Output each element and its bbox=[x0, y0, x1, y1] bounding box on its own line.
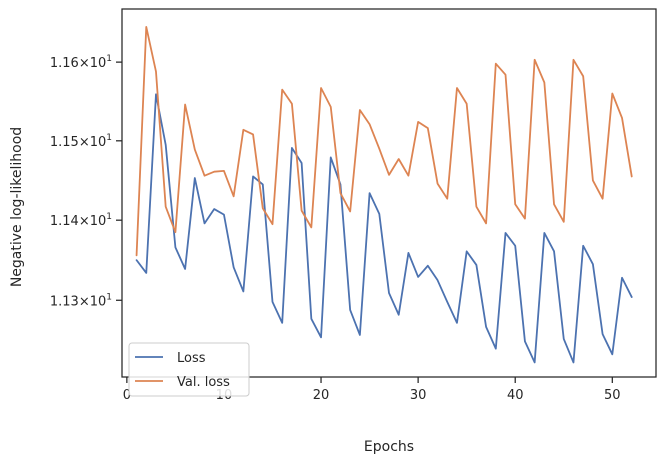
plot-area bbox=[122, 9, 656, 377]
x-tick-label: 50 bbox=[604, 388, 621, 403]
legend: Loss Val. loss bbox=[128, 342, 250, 397]
series-layer bbox=[135, 26, 633, 364]
x-axis-label: Epochs bbox=[364, 439, 414, 455]
x-tick-label: 30 bbox=[410, 388, 427, 403]
series-line-val-loss bbox=[135, 26, 633, 257]
y-axis-label: Negative log-likelihood bbox=[9, 127, 25, 287]
y-tick-label: 1.13×101 bbox=[50, 292, 112, 309]
y-tick-label: 1.16×101 bbox=[50, 54, 112, 71]
y-axis: 1.13×101 1.14×101 1.15×101 1.16×101 bbox=[50, 54, 122, 309]
x-tick-label: 0 bbox=[123, 388, 131, 403]
legend-label-loss: Loss bbox=[177, 351, 206, 366]
y-tick-label: 1.14×101 bbox=[50, 212, 112, 229]
plot-frame bbox=[121, 8, 657, 378]
y-tick-label: 1.15×101 bbox=[50, 133, 112, 150]
x-tick-label: 40 bbox=[507, 388, 524, 403]
legend-label-val-loss: Val. loss bbox=[177, 375, 230, 390]
series-line-loss bbox=[135, 93, 633, 364]
x-tick-label: 20 bbox=[313, 388, 330, 403]
x-axis: 01020304050 bbox=[123, 377, 621, 403]
